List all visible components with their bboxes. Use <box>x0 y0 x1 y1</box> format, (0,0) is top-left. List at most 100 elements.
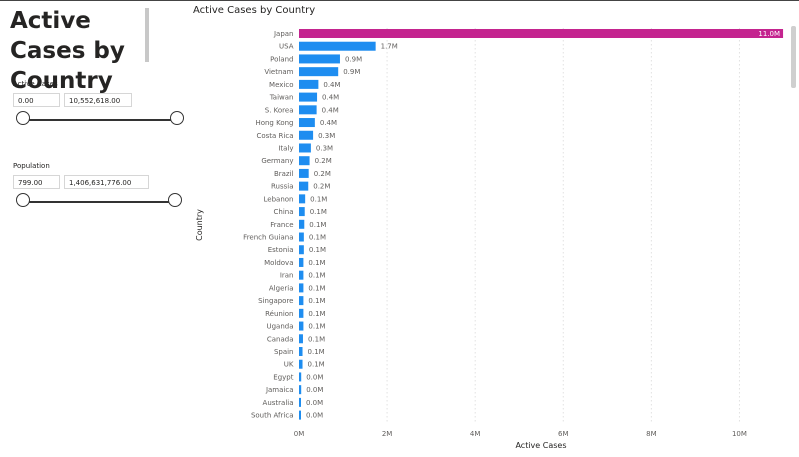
category-label: Algeria <box>269 284 294 292</box>
x-tick-label: 4M <box>470 430 481 438</box>
data-label: 0.1M <box>310 195 327 203</box>
bar <box>299 105 317 115</box>
bar <box>299 92 318 102</box>
data-label: 0.4M <box>322 106 339 114</box>
category-label: Mexico <box>269 81 293 89</box>
category-label: French Guiana <box>243 234 293 242</box>
top-border <box>0 0 799 1</box>
bar <box>299 181 309 191</box>
category-label: Italy <box>278 144 293 152</box>
data-label: 11.0M <box>758 30 780 38</box>
data-label: 0.1M <box>309 234 326 242</box>
data-label: 1.7M <box>381 43 398 51</box>
page-title: Active Cases by Country <box>10 8 125 94</box>
bar <box>299 385 302 395</box>
bar <box>299 410 301 420</box>
bar <box>299 245 304 255</box>
title-scrollbar[interactable] <box>145 8 149 62</box>
active-cases-max-input[interactable]: 10,552,618.00 <box>64 93 132 107</box>
data-label: 0.0M <box>306 373 323 381</box>
data-label: 0.4M <box>323 81 340 89</box>
category-label: Spain <box>274 348 294 356</box>
data-label: 0.2M <box>313 183 330 191</box>
population-slider-min-handle[interactable] <box>16 193 30 207</box>
active-cases-slider-track[interactable] <box>23 119 177 121</box>
bar <box>299 372 302 382</box>
category-label: Australia <box>263 399 294 407</box>
active-cases-slider-max-handle[interactable] <box>170 111 184 125</box>
category-label: France <box>270 221 293 229</box>
category-label: Russia <box>271 183 294 191</box>
category-label: UK <box>284 361 294 369</box>
category-label: USA <box>279 43 294 51</box>
data-label: 0.1M <box>308 323 325 331</box>
active-cases-min-input[interactable]: 0.00 <box>13 93 60 107</box>
category-label: Hong Kong <box>255 119 293 127</box>
data-label: 0.1M <box>309 246 326 254</box>
x-tick-label: 0M <box>294 430 305 438</box>
bar <box>299 41 376 51</box>
x-tick-label: 2M <box>382 430 393 438</box>
bar <box>299 283 304 293</box>
x-tick-label: 6M <box>558 430 569 438</box>
bar <box>299 321 304 331</box>
bar <box>299 296 304 306</box>
bar <box>299 334 303 344</box>
bar <box>299 232 304 242</box>
chart-scrollbar[interactable] <box>791 26 796 88</box>
slicer-population: Population 799.00 1,406,631,776.00 <box>13 162 193 207</box>
data-label: 0.4M <box>320 119 337 127</box>
population-slider-max-handle[interactable] <box>168 193 182 207</box>
data-label: 0.4M <box>322 94 339 102</box>
category-label: Estonia <box>268 246 294 254</box>
data-label: 0.1M <box>308 361 325 369</box>
category-label: Brazil <box>274 170 294 178</box>
category-label: Canada <box>267 335 294 343</box>
category-label: Uganda <box>266 323 293 331</box>
data-label: 0.1M <box>308 348 325 356</box>
bar <box>299 257 304 267</box>
active-cases-slider-min-handle[interactable] <box>16 111 30 125</box>
category-label: S. Korea <box>265 106 294 114</box>
category-label: Japan <box>273 30 294 38</box>
category-label: Costa Rica <box>256 132 293 140</box>
chart-title: Active Cases by Country <box>193 5 316 16</box>
data-label: 0.0M <box>306 386 323 394</box>
x-tick-label: 10M <box>732 430 747 438</box>
x-tick-label: 8M <box>646 430 657 438</box>
bar <box>299 143 311 153</box>
data-label: 0.1M <box>308 335 325 343</box>
data-label: 0.1M <box>308 310 325 318</box>
bar <box>299 308 304 318</box>
category-label: Iran <box>280 272 294 280</box>
category-label: Taiwan <box>269 94 294 102</box>
x-axis-title: Active Cases <box>515 441 566 450</box>
data-label: 0.2M <box>315 157 332 165</box>
category-label: Moldova <box>264 259 293 267</box>
category-label: Germany <box>261 157 293 165</box>
bar <box>299 168 309 178</box>
y-axis-title: Country <box>195 209 204 241</box>
bar <box>299 270 304 280</box>
bar <box>299 118 315 128</box>
category-label: Lebanon <box>264 195 294 203</box>
category-label: Egypt <box>273 373 293 381</box>
category-label: Vietnam <box>264 68 293 76</box>
population-min-input[interactable]: 799.00 <box>13 175 60 189</box>
data-label: 0.3M <box>318 132 335 140</box>
data-label: 0.0M <box>306 399 323 407</box>
bar <box>299 130 314 140</box>
bar <box>299 79 319 89</box>
population-max-input[interactable]: 1,406,631,776.00 <box>64 175 149 189</box>
category-label: Jamaica <box>265 386 294 394</box>
bar <box>299 194 306 204</box>
population-slider-track[interactable] <box>23 201 177 203</box>
bar <box>299 347 303 356</box>
slicer-population-label: Population <box>13 162 50 170</box>
bar <box>299 359 303 369</box>
category-label: South Africa <box>251 412 294 420</box>
bar <box>299 67 339 77</box>
slicer-active-cases-label: Active Cases <box>13 80 58 88</box>
data-label: 0.3M <box>316 144 333 152</box>
data-label: 0.1M <box>308 284 325 292</box>
